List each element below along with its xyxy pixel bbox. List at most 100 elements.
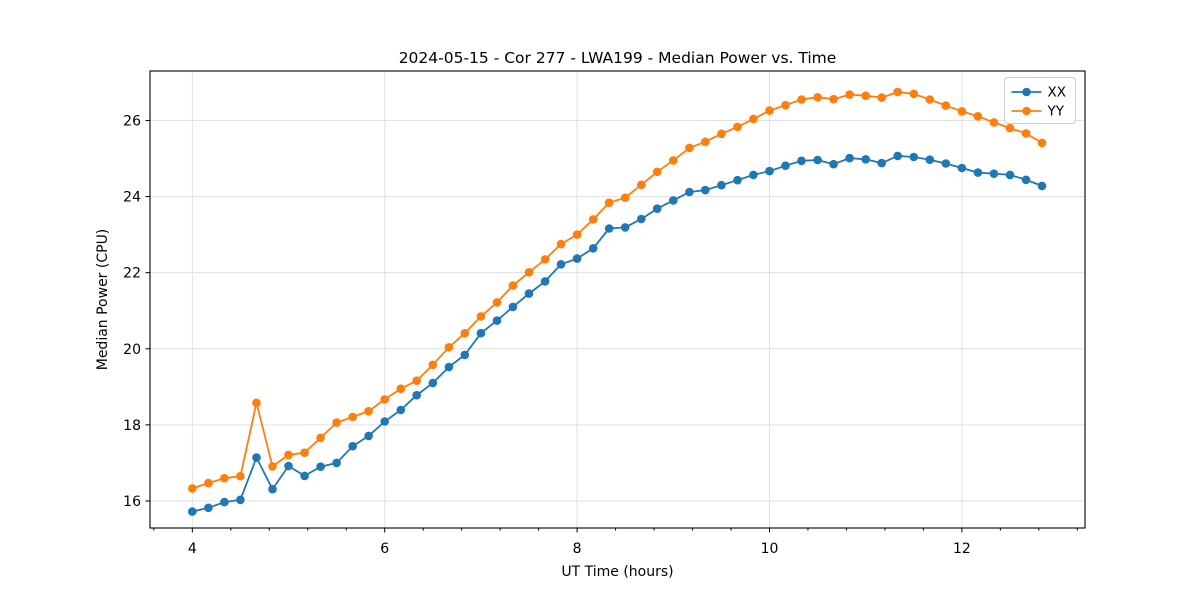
data-point-marker bbox=[204, 478, 213, 488]
y-tick-label: 24 bbox=[123, 190, 141, 206]
y-axis-label: Median Power (CPU) bbox=[95, 229, 111, 371]
data-point-marker bbox=[845, 153, 854, 163]
data-point-marker bbox=[765, 166, 774, 176]
data-point-marker bbox=[396, 405, 406, 415]
data-point-marker bbox=[701, 185, 710, 195]
data-point-marker bbox=[829, 94, 838, 104]
data-point-marker bbox=[877, 93, 886, 102]
data-point-marker bbox=[444, 343, 454, 352]
data-point-marker bbox=[236, 495, 245, 505]
data-point-marker bbox=[749, 170, 758, 180]
data-point-marker bbox=[957, 107, 967, 116]
data-point-marker bbox=[957, 163, 967, 173]
data-point-marker bbox=[1005, 170, 1015, 180]
data-point-marker bbox=[669, 156, 678, 165]
data-point-marker bbox=[717, 129, 726, 139]
legend-box bbox=[1004, 77, 1076, 124]
series-yy-markers bbox=[188, 87, 1047, 493]
data-point-marker bbox=[476, 312, 486, 321]
data-point-marker bbox=[572, 254, 582, 263]
data-point-marker bbox=[685, 187, 694, 197]
data-point-marker bbox=[1037, 181, 1047, 191]
ticks bbox=[145, 119, 1078, 533]
data-point-marker bbox=[444, 362, 454, 372]
data-point-marker bbox=[781, 161, 790, 170]
data-point-marker bbox=[332, 458, 341, 468]
data-point-marker bbox=[652, 204, 662, 213]
data-point-marker bbox=[813, 155, 822, 165]
data-point-marker bbox=[188, 484, 197, 493]
data-point-marker bbox=[556, 239, 566, 249]
legend: XX YY bbox=[1004, 77, 1076, 124]
data-point-marker bbox=[220, 473, 229, 483]
data-point-marker bbox=[733, 175, 742, 185]
data-point-marker bbox=[813, 93, 822, 102]
data-point-marker bbox=[268, 462, 277, 471]
y-tick-label: 20 bbox=[123, 342, 141, 358]
data-point-marker bbox=[909, 152, 919, 162]
data-point-marker bbox=[620, 193, 630, 202]
data-point-marker bbox=[765, 106, 774, 115]
data-point-marker bbox=[861, 91, 870, 100]
data-point-marker bbox=[973, 112, 983, 121]
data-point-marker bbox=[893, 87, 902, 97]
x-tick-label: 6 bbox=[380, 541, 389, 557]
data-point-marker bbox=[620, 223, 630, 232]
data-point-marker bbox=[685, 143, 694, 153]
data-point-marker bbox=[524, 268, 534, 277]
data-point-marker bbox=[460, 350, 470, 360]
data-point-marker bbox=[236, 471, 245, 481]
data-point-marker bbox=[781, 100, 790, 110]
data-point-marker bbox=[412, 390, 422, 400]
data-point-marker bbox=[540, 277, 550, 286]
data-point-marker bbox=[861, 155, 870, 164]
data-point-marker bbox=[492, 316, 502, 325]
data-point-marker bbox=[941, 159, 951, 168]
y-tick-label: 22 bbox=[123, 266, 141, 282]
data-point-marker bbox=[300, 471, 309, 481]
x-tick-label: 12 bbox=[953, 541, 971, 557]
data-point-marker bbox=[428, 360, 438, 370]
data-point-marker bbox=[604, 224, 614, 233]
y-tick-label: 18 bbox=[123, 418, 141, 434]
data-point-marker bbox=[925, 95, 935, 104]
data-point-marker bbox=[989, 169, 999, 178]
data-point-marker bbox=[604, 198, 614, 207]
data-point-marker bbox=[1005, 123, 1015, 133]
data-point-marker bbox=[508, 302, 518, 312]
data-point-marker bbox=[572, 230, 582, 239]
data-point-marker bbox=[524, 289, 534, 298]
chart-title: 2024-05-15 - Cor 277 - LWA199 - Median P… bbox=[399, 49, 837, 67]
legend-entry-label: XX bbox=[1048, 85, 1067, 101]
data-point-marker bbox=[941, 101, 951, 110]
y-tick-label: 16 bbox=[123, 494, 141, 510]
data-point-marker bbox=[1021, 129, 1031, 138]
data-point-marker bbox=[989, 118, 999, 127]
series-xx-markers bbox=[188, 151, 1047, 516]
data-point-marker bbox=[476, 328, 486, 338]
data-point-marker bbox=[637, 180, 646, 190]
data-point-marker bbox=[588, 244, 598, 253]
data-point-marker bbox=[973, 168, 983, 177]
data-point-marker bbox=[316, 433, 325, 443]
data-point-marker bbox=[252, 398, 261, 408]
data-point-marker bbox=[252, 453, 261, 462]
data-point-marker bbox=[797, 95, 806, 104]
data-point-marker bbox=[380, 417, 390, 426]
x-tick-label: 8 bbox=[573, 541, 582, 557]
data-point-marker bbox=[556, 260, 566, 269]
data-point-marker bbox=[925, 155, 935, 164]
data-point-marker bbox=[364, 431, 373, 441]
data-point-marker bbox=[877, 158, 886, 168]
data-point-marker bbox=[1037, 138, 1047, 148]
y-tick-label: 26 bbox=[123, 113, 141, 129]
data-point-marker bbox=[508, 281, 518, 290]
data-point-marker bbox=[717, 180, 726, 190]
data-point-marker bbox=[316, 462, 325, 472]
data-point-marker bbox=[332, 418, 341, 427]
tick-labels: 4 6 8 10 12 16 18 20 22 24 26 bbox=[123, 113, 971, 557]
legend-entry-label: YY bbox=[1047, 104, 1065, 120]
